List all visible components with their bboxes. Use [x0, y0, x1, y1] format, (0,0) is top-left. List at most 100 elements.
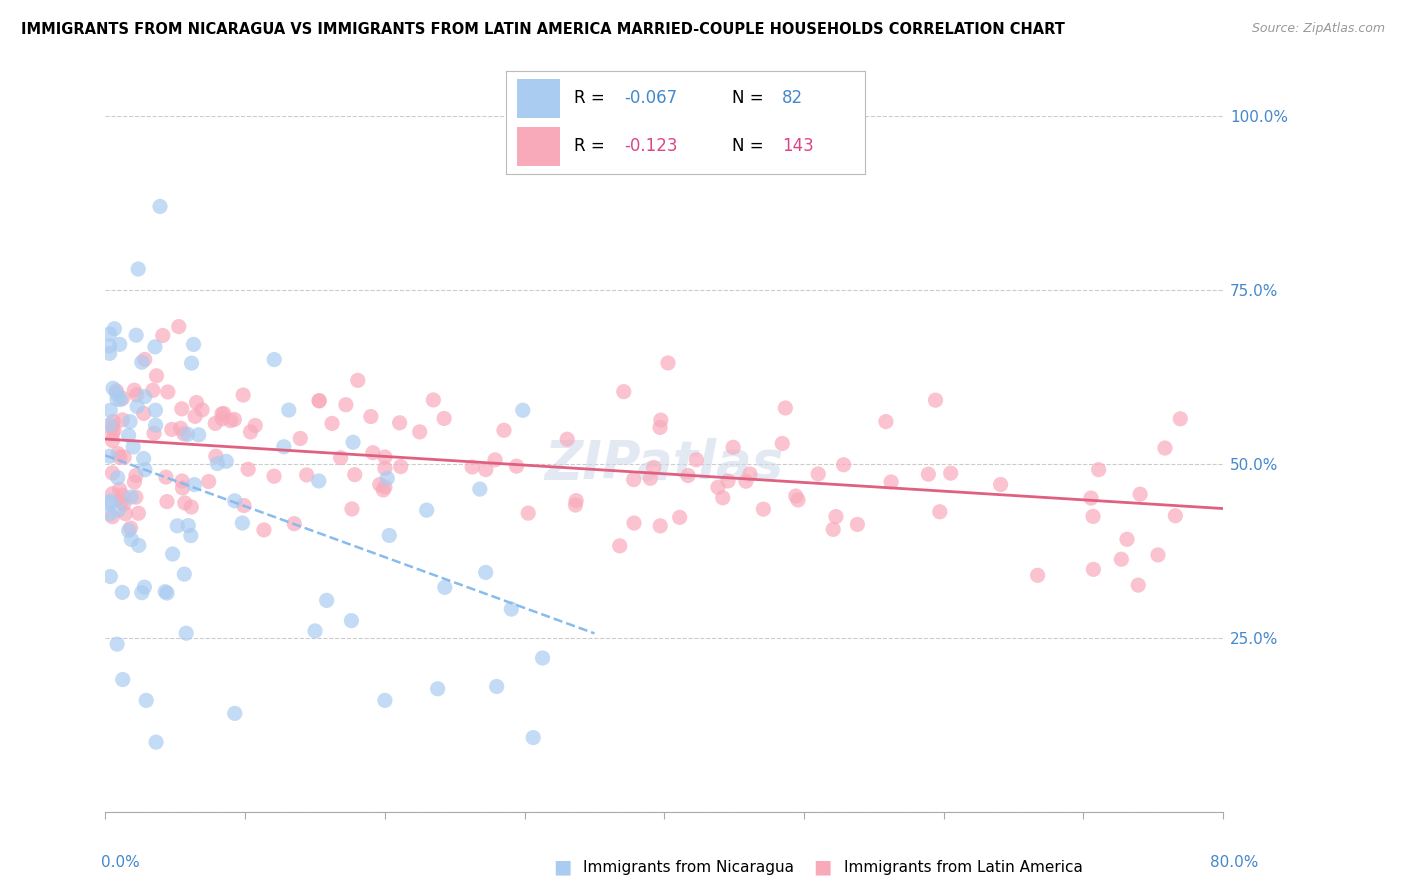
- Point: [738, 467, 761, 481]
- Point: [98, 346, 121, 360]
- Point: [143, 340, 166, 354]
- Point: [375, 471, 398, 485]
- Point: [105, 637, 128, 651]
- Text: ■: ■: [553, 857, 572, 877]
- Point: [492, 423, 515, 437]
- Point: [120, 415, 142, 429]
- Point: [315, 593, 337, 607]
- Point: [657, 356, 679, 370]
- Point: [775, 401, 797, 415]
- Point: [825, 509, 848, 524]
- Point: [224, 706, 246, 721]
- Point: [204, 417, 226, 431]
- Point: [787, 492, 810, 507]
- Point: [100, 494, 122, 508]
- Point: [128, 538, 150, 552]
- Point: [122, 440, 145, 454]
- Point: [153, 584, 176, 599]
- Point: [388, 416, 411, 430]
- Point: [98, 327, 121, 342]
- Point: [346, 373, 368, 387]
- Point: [928, 505, 950, 519]
- Point: [232, 388, 254, 402]
- Point: [111, 392, 134, 406]
- Point: [650, 413, 672, 427]
- Point: [127, 262, 149, 277]
- Point: [124, 475, 146, 489]
- Point: [207, 457, 229, 471]
- Point: [125, 388, 148, 402]
- Point: [342, 435, 364, 450]
- Point: [145, 418, 167, 433]
- Point: [685, 452, 707, 467]
- Text: ZIPatlas: ZIPatlas: [544, 438, 785, 490]
- Point: [832, 458, 855, 472]
- Point: [522, 731, 544, 745]
- Point: [880, 475, 903, 489]
- Point: [134, 390, 156, 404]
- Point: [180, 528, 202, 542]
- Point: [335, 398, 357, 412]
- Point: [770, 436, 793, 450]
- Point: [131, 585, 153, 599]
- Point: [277, 403, 299, 417]
- Point: [1154, 441, 1177, 455]
- Point: [149, 199, 172, 213]
- Point: [101, 381, 124, 395]
- Point: [368, 477, 391, 491]
- Point: [205, 450, 228, 464]
- Point: [290, 432, 312, 446]
- Point: [676, 468, 699, 483]
- Point: [512, 403, 534, 417]
- Point: [329, 450, 352, 465]
- Point: [623, 473, 645, 487]
- Point: [145, 368, 167, 383]
- Point: [283, 516, 305, 531]
- Point: [134, 463, 156, 477]
- Point: [134, 352, 156, 367]
- Point: [170, 474, 193, 488]
- Point: [875, 415, 897, 429]
- Point: [1083, 562, 1105, 576]
- Bar: [517, 78, 560, 118]
- Point: [1026, 568, 1049, 582]
- Point: [343, 467, 366, 482]
- Point: [180, 500, 202, 514]
- Point: [127, 400, 149, 414]
- Point: [433, 580, 456, 594]
- Point: [105, 392, 128, 406]
- Point: [484, 453, 506, 467]
- Point: [173, 567, 195, 582]
- Point: [108, 337, 131, 351]
- Point: [145, 403, 167, 417]
- Point: [132, 451, 155, 466]
- Point: [143, 426, 166, 441]
- Point: [735, 474, 758, 488]
- Text: ■: ■: [813, 857, 832, 877]
- Point: [373, 483, 395, 497]
- Point: [990, 477, 1012, 491]
- Point: [117, 524, 139, 538]
- Point: [517, 506, 540, 520]
- Point: [170, 401, 193, 416]
- Point: [304, 624, 326, 638]
- Point: [107, 447, 129, 461]
- Point: [101, 420, 124, 434]
- Point: [426, 681, 449, 696]
- Point: [184, 409, 207, 424]
- Point: [308, 393, 330, 408]
- Point: [172, 481, 194, 495]
- Point: [752, 502, 775, 516]
- Point: [101, 434, 124, 448]
- Point: [640, 471, 662, 485]
- Point: [1128, 578, 1150, 592]
- Point: [111, 488, 134, 502]
- Text: Source: ZipAtlas.com: Source: ZipAtlas.com: [1251, 22, 1385, 36]
- Point: [125, 328, 148, 343]
- Point: [917, 467, 939, 482]
- Point: [191, 403, 214, 417]
- Point: [374, 450, 396, 464]
- Point: [422, 392, 444, 407]
- Text: 80.0%: 80.0%: [1211, 855, 1258, 870]
- Point: [1111, 552, 1133, 566]
